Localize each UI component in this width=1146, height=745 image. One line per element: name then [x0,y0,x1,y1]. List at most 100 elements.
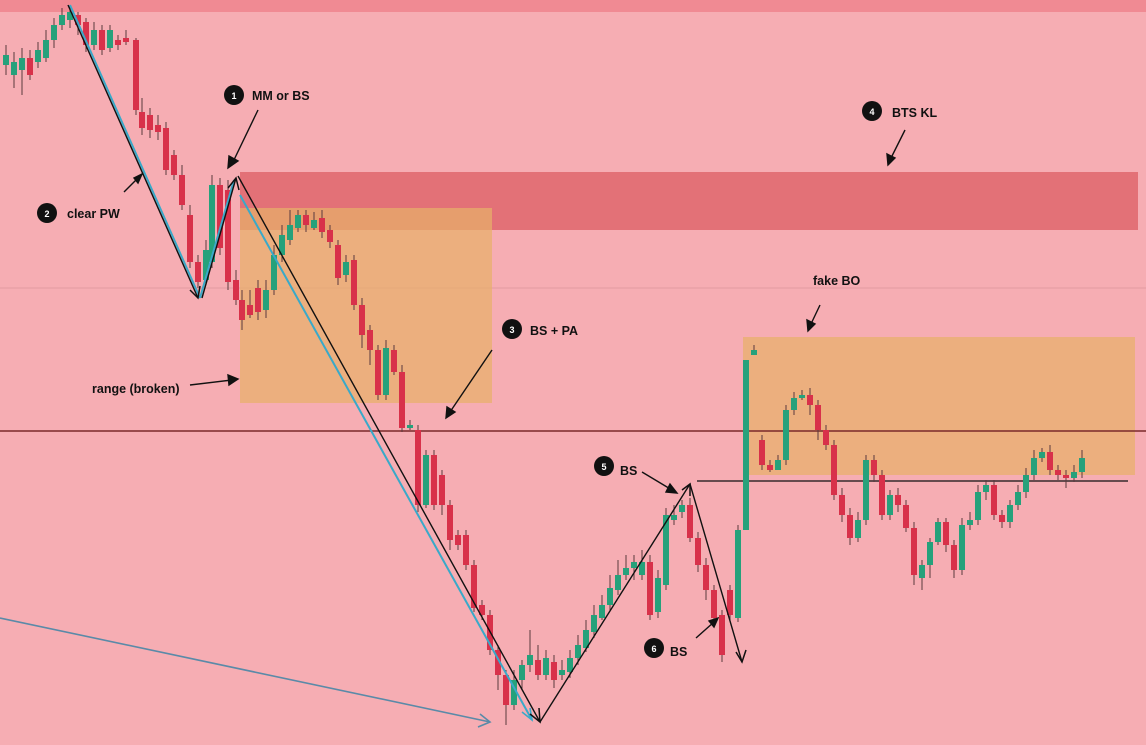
bull-candle [271,255,277,290]
bear-candle [399,372,405,428]
bear-candle [455,535,461,545]
cyan-trend-line [239,194,533,721]
callout-arrow-range [189,379,233,386]
bull-candle [743,360,749,530]
bull-candle [311,220,317,228]
bear-candle [335,245,341,278]
annotation-1: 1 MM or BS [224,85,310,105]
bull-candle [287,225,293,240]
bull-candle [663,515,669,585]
bull-candle [959,525,965,570]
callout-arrow-1 [231,109,259,165]
bear-candle [719,615,725,655]
bear-candle [647,562,653,615]
bull-candle [855,520,861,538]
bear-candle [767,465,773,470]
bull-candle [919,565,925,578]
arrowhead-icon [227,154,240,170]
bear-candle [163,128,169,170]
bull-candle [1039,452,1045,458]
range-label: range (broken) [92,382,180,396]
bull-candle [35,50,41,62]
bull-candle [679,505,685,512]
bear-candle [233,280,239,300]
number-badge [862,101,882,121]
bull-candle [107,30,113,48]
bear-candle [187,215,193,262]
number-badge [224,85,244,105]
bear-candle [831,445,837,495]
bear-candle [155,125,161,132]
bear-candle [711,590,717,618]
range-zone [240,208,492,403]
bear-candle [447,505,453,540]
bull-candle [783,410,789,460]
bear-candle [367,330,373,350]
bear-candle [1047,452,1053,470]
bear-candle [247,305,253,315]
bear-candle [471,565,477,608]
bull-candle [599,605,605,618]
bull-candle [1031,458,1037,475]
bear-candle [911,528,917,575]
bear-candle [727,590,733,615]
bear-candle [375,350,381,395]
bear-candle [695,538,701,565]
bull-candle [11,62,17,75]
bull-candle [511,680,517,705]
bear-candle [879,475,885,515]
bull-candle [735,530,741,618]
bull-candle [935,522,941,542]
bull-candle [591,615,597,632]
bull-candle [43,40,49,58]
bear-candle [123,38,129,42]
bull-candle [799,395,805,398]
bull-candle [1007,505,1013,522]
badge-number: 5 [601,462,606,472]
bull-candle [791,398,797,410]
bull-candle [59,15,65,25]
bull-candle [967,520,973,525]
bear-candle [815,405,821,430]
bull-candle [1015,492,1021,505]
bear-candle [351,260,357,305]
bull-candle [1071,472,1077,478]
badge-number: 2 [44,209,49,219]
number-badge [644,638,664,658]
bear-candle [871,460,877,475]
bull-candle [91,30,97,45]
bull-candle [615,575,621,590]
bear-candle [255,288,261,312]
fake-bo-label: fake BO [813,274,861,288]
bull-candle [203,250,209,280]
bear-candle [75,15,81,25]
arrowhead-icon [707,616,720,629]
bear-candle [319,218,325,232]
arrowhead-icon [664,482,679,494]
annotation-text: BS + PA [530,324,578,338]
bull-candle [543,658,549,675]
bull-candle [863,460,869,520]
bear-candle [535,660,541,675]
bear-candle [171,155,177,175]
arrowhead-icon [806,318,817,333]
number-badge [594,456,614,476]
candles-group [3,5,1085,725]
bear-candle [503,675,509,705]
bear-candle [359,305,365,335]
bear-candle [687,505,693,538]
bear-candle [99,30,105,50]
bear-candle [895,495,901,505]
bull-candle [775,460,781,470]
badge-number: 1 [231,91,236,101]
bear-candle [431,455,437,505]
cyan-trend-line [69,4,201,299]
bear-candle [1063,475,1069,478]
arrowhead-icon [227,176,240,191]
annotation-text: clear PW [67,207,120,221]
bear-candle [239,300,245,320]
bear-candle [327,230,333,242]
bull-candle [975,492,981,520]
bear-candle [551,662,557,680]
